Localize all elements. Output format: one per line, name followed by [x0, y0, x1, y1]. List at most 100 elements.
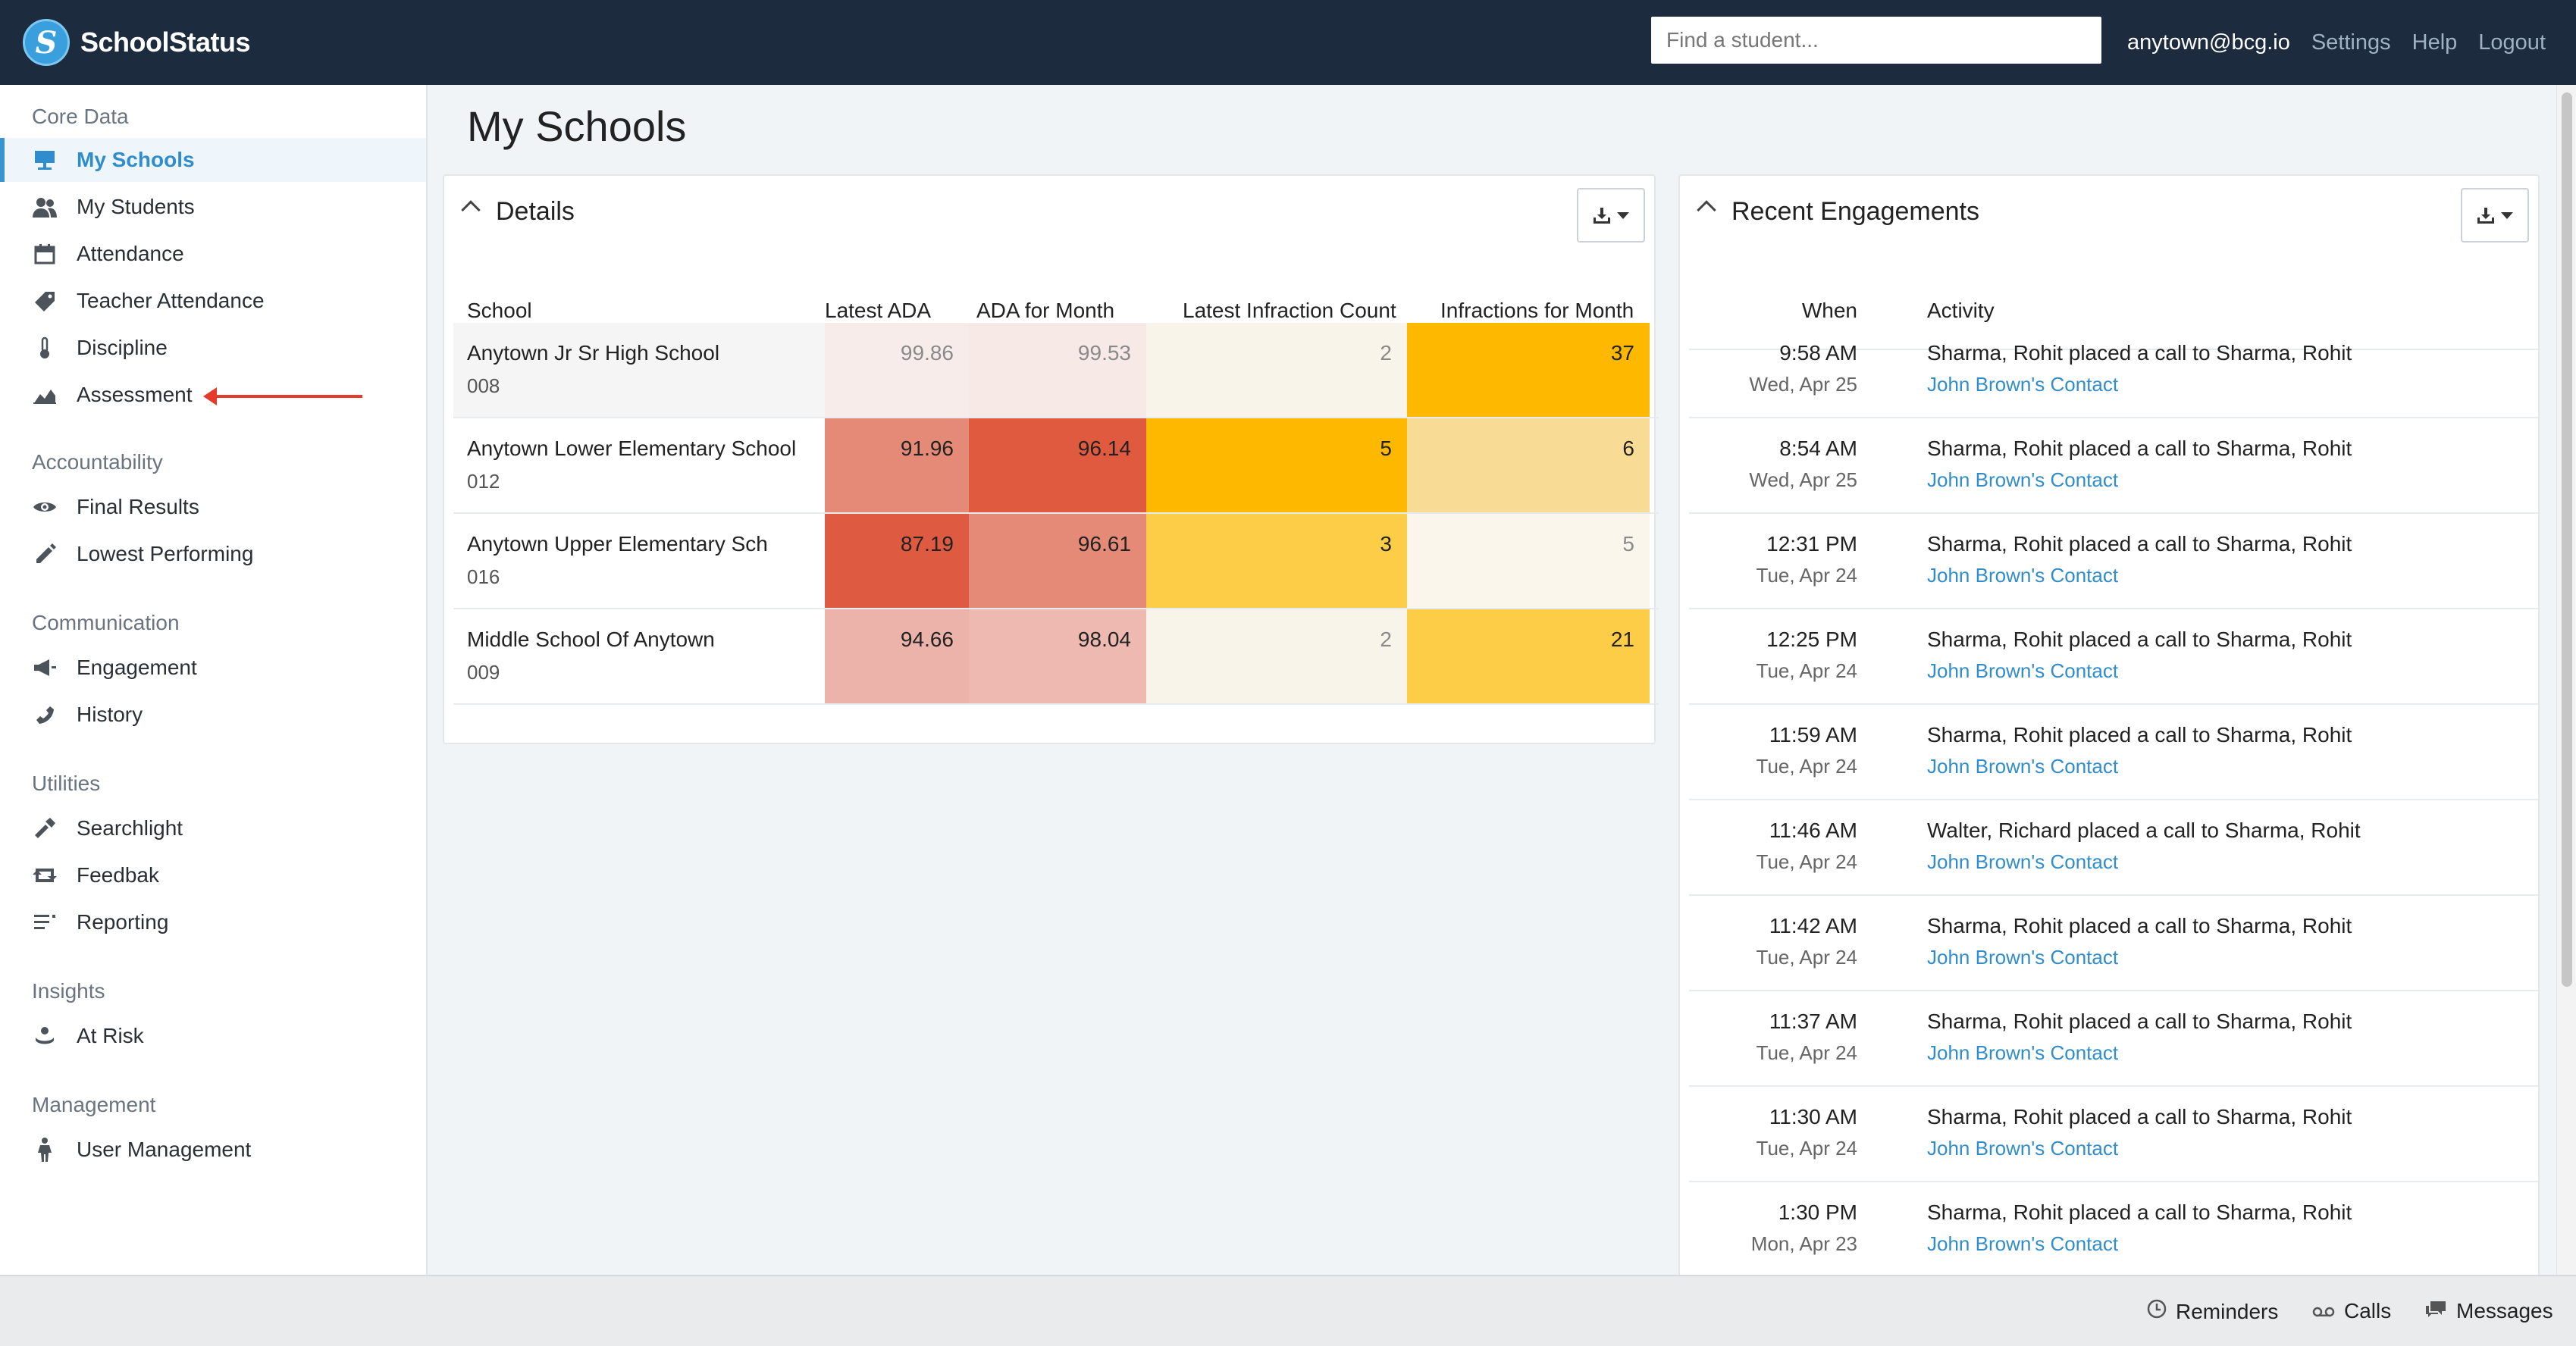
- infractions-for-month-cell: 6: [1407, 418, 1650, 512]
- sidebar-item-history[interactable]: History: [0, 693, 426, 737]
- contact-link[interactable]: John Brown's Contact: [1927, 659, 2119, 682]
- table-row[interactable]: Anytown Jr Sr High School 008 99.86 99.53 2 3…: [453, 323, 1659, 418]
- school-name-cell[interactable]: Middle School Of Anytown 009: [453, 609, 825, 703]
- engagement-activity: Walter, Richard placed a call to Sharma,…: [1927, 819, 2361, 842]
- sidebar-item-label: Engagement: [77, 656, 197, 679]
- sidebar-item-assessment[interactable]: Assessment: [0, 373, 426, 417]
- engagement-date: Tue, Apr 24: [1756, 946, 1857, 969]
- brand-logo-link[interactable]: S SchoolStatus: [23, 17, 251, 68]
- sidebar-item-reporting[interactable]: Reporting: [0, 900, 426, 944]
- school-name[interactable]: Anytown Upper Elementary Sch: [467, 532, 768, 556]
- school-name-cell[interactable]: Anytown Lower Elementary School 012: [453, 418, 825, 512]
- ada-for-month-cell: 96.14: [969, 418, 1146, 512]
- school-name[interactable]: Anytown Lower Elementary School: [467, 437, 797, 460]
- sidebar-item-searchlight[interactable]: Searchlight: [0, 806, 426, 850]
- sidebar-item-discipline[interactable]: Discipline: [0, 326, 426, 370]
- column-header-infractions-for-month[interactable]: Infractions for Month: [1440, 299, 1634, 322]
- engagement-date: Mon, Apr 23: [1750, 1232, 1857, 1255]
- engagement-date: Wed, Apr 25: [1749, 468, 1857, 491]
- column-header-school[interactable]: School: [467, 299, 532, 322]
- contact-link[interactable]: John Brown's Contact: [1927, 946, 2119, 969]
- chat-icon: [2424, 1300, 2447, 1323]
- footer-reminders-button[interactable]: Reminders: [2147, 1299, 2278, 1324]
- engagements-export-button[interactable]: [2461, 188, 2529, 243]
- life-ring-icon: [32, 1023, 58, 1049]
- logout-link[interactable]: Logout: [2478, 30, 2546, 55]
- engagement-time: 9:58 AM: [1779, 341, 1857, 365]
- scrollbar-thumb[interactable]: [2562, 92, 2572, 987]
- school-code: 012: [467, 470, 500, 493]
- cell-value: 96.14: [1077, 437, 1131, 460]
- engagement-activity: Sharma, Rohit placed a call to Sharma, R…: [1927, 1200, 2352, 1224]
- help-link[interactable]: Help: [2411, 30, 2458, 55]
- sidebar-item-attendance[interactable]: Attendance: [0, 232, 426, 276]
- contact-link[interactable]: John Brown's Contact: [1927, 1041, 2119, 1064]
- retweet-icon: [32, 862, 58, 888]
- column-header-ada-for-month[interactable]: ADA for Month: [976, 299, 1115, 322]
- sidebar-item-at-risk[interactable]: At Risk: [0, 1014, 426, 1058]
- user-account-link[interactable]: anytown@bcg.io: [2127, 30, 2290, 55]
- sidebar-item-teacher-attendance[interactable]: Teacher Attendance: [0, 279, 426, 323]
- contact-link[interactable]: John Brown's Contact: [1927, 850, 2119, 873]
- footer-calls-button[interactable]: Calls: [2312, 1299, 2391, 1323]
- flashlight-icon: [32, 815, 58, 841]
- school-name-cell[interactable]: Anytown Upper Elementary Sch 016: [453, 514, 825, 608]
- sidebar-item-engagement[interactable]: Engagement: [0, 646, 426, 690]
- engagement-row: 11:42 AM Tue, Apr 24 Sharma, Rohit placed …: [1689, 896, 2538, 991]
- sidebar-item-user-management[interactable]: User Management: [0, 1128, 426, 1172]
- section-title-accountability: Accountability: [32, 450, 163, 474]
- sidebar-item-feedbak[interactable]: Feedbak: [0, 853, 426, 897]
- contact-link[interactable]: John Brown's Contact: [1927, 468, 2119, 491]
- engagement-date: Wed, Apr 25: [1749, 373, 1857, 396]
- sidebar-item-my-students[interactable]: My Students: [0, 185, 426, 229]
- table-row[interactable]: Middle School Of Anytown 009 94.66 98.04 2 21: [453, 609, 1659, 705]
- page-scrollbar[interactable]: [2556, 85, 2576, 1275]
- contact-link[interactable]: John Brown's Contact: [1927, 373, 2119, 396]
- contact-link[interactable]: John Brown's Contact: [1927, 755, 2119, 778]
- sidebar-item-final-results[interactable]: Final Results: [0, 485, 426, 529]
- engagement-activity: Sharma, Rohit placed a call to Sharma, R…: [1927, 914, 2352, 938]
- section-title-core-data: Core Data: [32, 105, 129, 128]
- latest-ada-cell: 91.96: [825, 418, 969, 512]
- sidebar-item-label: Reporting: [77, 910, 169, 934]
- table-row[interactable]: Anytown Upper Elementary Sch 016 87.19 96.6…: [453, 514, 1659, 609]
- school-name[interactable]: Middle School Of Anytown: [467, 628, 715, 651]
- engagement-date: Tue, Apr 24: [1756, 755, 1857, 778]
- page-title: My Schools: [467, 102, 687, 150]
- engagement-activity: Sharma, Rohit placed a call to Sharma, R…: [1927, 1105, 2352, 1128]
- settings-link[interactable]: Settings: [2311, 30, 2391, 55]
- contact-link[interactable]: John Brown's Contact: [1927, 564, 2119, 587]
- sidebar-item-my-schools[interactable]: My Schools: [0, 138, 426, 182]
- latest-infraction-count-cell: 2: [1146, 323, 1407, 417]
- cell-value: 6: [1622, 437, 1634, 460]
- column-header-when: When: [1801, 299, 1857, 322]
- find-student-input[interactable]: [1651, 17, 2101, 64]
- sidebar-item-label: Discipline: [77, 336, 168, 359]
- engagement-row: 8:54 AM Wed, Apr 25 Sharma, Rohit placed a…: [1689, 418, 2538, 514]
- sidebar-item-label: At Risk: [77, 1024, 144, 1047]
- top-navbar: S SchoolStatus anytown@bcg.io Settings H…: [0, 0, 2576, 85]
- engagement-time: 1:30 PM: [1778, 1200, 1857, 1224]
- contact-link[interactable]: John Brown's Contact: [1927, 1232, 2119, 1255]
- column-header-latest-ada[interactable]: Latest ADA: [825, 299, 932, 322]
- school-name-cell[interactable]: Anytown Jr Sr High School 008: [453, 323, 825, 417]
- sidebar-item-label: Assessment: [77, 383, 193, 406]
- cell-value: 87.19: [900, 532, 954, 556]
- collapse-chevron-icon[interactable]: [461, 200, 481, 220]
- sidebar-item-label: Feedbak: [77, 863, 159, 887]
- collapse-chevron-icon[interactable]: [1697, 200, 1716, 220]
- engagement-time: 11:30 AM: [1769, 1105, 1857, 1128]
- engagement-row: 11:30 AM Tue, Apr 24 Sharma, Rohit placed …: [1689, 1087, 2538, 1182]
- sidebar-item-lowest-performing[interactable]: Lowest Performing: [0, 532, 426, 576]
- details-export-button[interactable]: [1577, 188, 1645, 243]
- person-icon: [32, 1137, 58, 1163]
- footer-messages-button[interactable]: Messages: [2424, 1299, 2553, 1323]
- column-header-latest-infraction-count[interactable]: Latest Infraction Count: [1183, 299, 1396, 322]
- details-title: Details: [496, 197, 575, 226]
- contact-link[interactable]: John Brown's Contact: [1927, 1137, 2119, 1160]
- school-name[interactable]: Anytown Jr Sr High School: [467, 341, 720, 365]
- engagement-row: 11:59 AM Tue, Apr 24 Sharma, Rohit placed …: [1689, 705, 2538, 800]
- engagement-date: Tue, Apr 24: [1756, 1041, 1857, 1064]
- section-title-insights: Insights: [32, 979, 105, 1003]
- table-row[interactable]: Anytown Lower Elementary School 012 91.96 9…: [453, 418, 1659, 514]
